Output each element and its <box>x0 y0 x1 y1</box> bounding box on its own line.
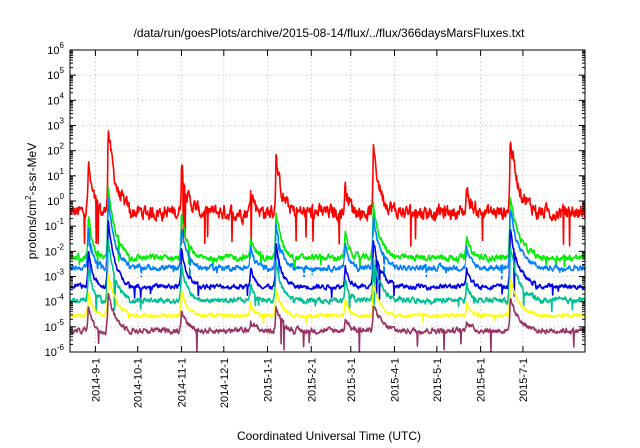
y-axis-title: protons/cm2-s-sr-MeV <box>24 143 39 259</box>
y-tick-label: 101 <box>47 167 64 183</box>
x-tick-label: 2015-3-1 <box>346 358 358 402</box>
x-tick-label: 2015-4-1 <box>390 358 402 402</box>
y-tick-label: 10-4 <box>45 293 65 309</box>
y-tick-label: 10-1 <box>45 217 65 233</box>
y-axis-title-superscript: 2 <box>24 195 33 200</box>
x-tick-label: 2015-7-1 <box>518 358 530 402</box>
y-tick-label: 106 <box>47 41 64 57</box>
y-tick-label: 103 <box>47 117 64 133</box>
y-tick-label: 10-6 <box>45 343 65 359</box>
x-tick-label: 2014-10-1 <box>133 358 145 408</box>
flux-series-line-2 <box>69 186 586 271</box>
y-axis-title-unit: protons/cm <box>25 200 39 259</box>
x-tick-label: 2015-6-1 <box>476 358 488 402</box>
series-group <box>69 130 586 353</box>
plot-frame <box>69 49 586 353</box>
flux-series-line-8 <box>69 292 586 353</box>
flux-series-line-6 <box>69 239 586 313</box>
flux-series-line-3 <box>69 197 586 280</box>
x-tick-label: 2014-9-1 <box>90 358 102 402</box>
y-tick-label: 10-5 <box>45 318 65 334</box>
y-tick-label: 10-2 <box>45 242 65 258</box>
x-axis-title: Coordinated Universal Time (UTC) <box>237 429 421 443</box>
y-axis-title-rest: -s-sr-MeV <box>25 143 39 196</box>
flux-series-line-4 <box>69 223 586 282</box>
y-tick-label: 104 <box>47 91 64 107</box>
chart-title: /data/run/goesPlots/archive/2015-08-14/f… <box>134 26 526 40</box>
flux-series-line-7 <box>69 272 586 324</box>
x-tick-label: 2015-5-1 <box>432 358 444 402</box>
flux-series-line-1 <box>69 130 586 247</box>
flux-series-line-5 <box>69 220 586 300</box>
x-axis: 2014-9-1 2014-10-1 2014-11-1 2014-12-1 2015-… <box>90 50 530 408</box>
y-tick-label: 10-3 <box>45 268 65 284</box>
x-tick-label: 2015-1-1 <box>263 358 275 402</box>
x-tick-label: 2014-11-1 <box>176 358 188 407</box>
x-tick-label: 2014-12-1 <box>219 358 231 408</box>
y-tick-label: 100 <box>47 192 64 208</box>
y-tick-label: 105 <box>47 66 64 82</box>
y-tick-label: 102 <box>47 142 64 158</box>
x-tick-label: 2015-2-1 <box>306 358 318 402</box>
y-axis: 10-6 10-5 10-4 10-3 10-2 10-1 100 101 102 103 104 1… <box>45 41 585 359</box>
grid-lines <box>70 50 585 352</box>
